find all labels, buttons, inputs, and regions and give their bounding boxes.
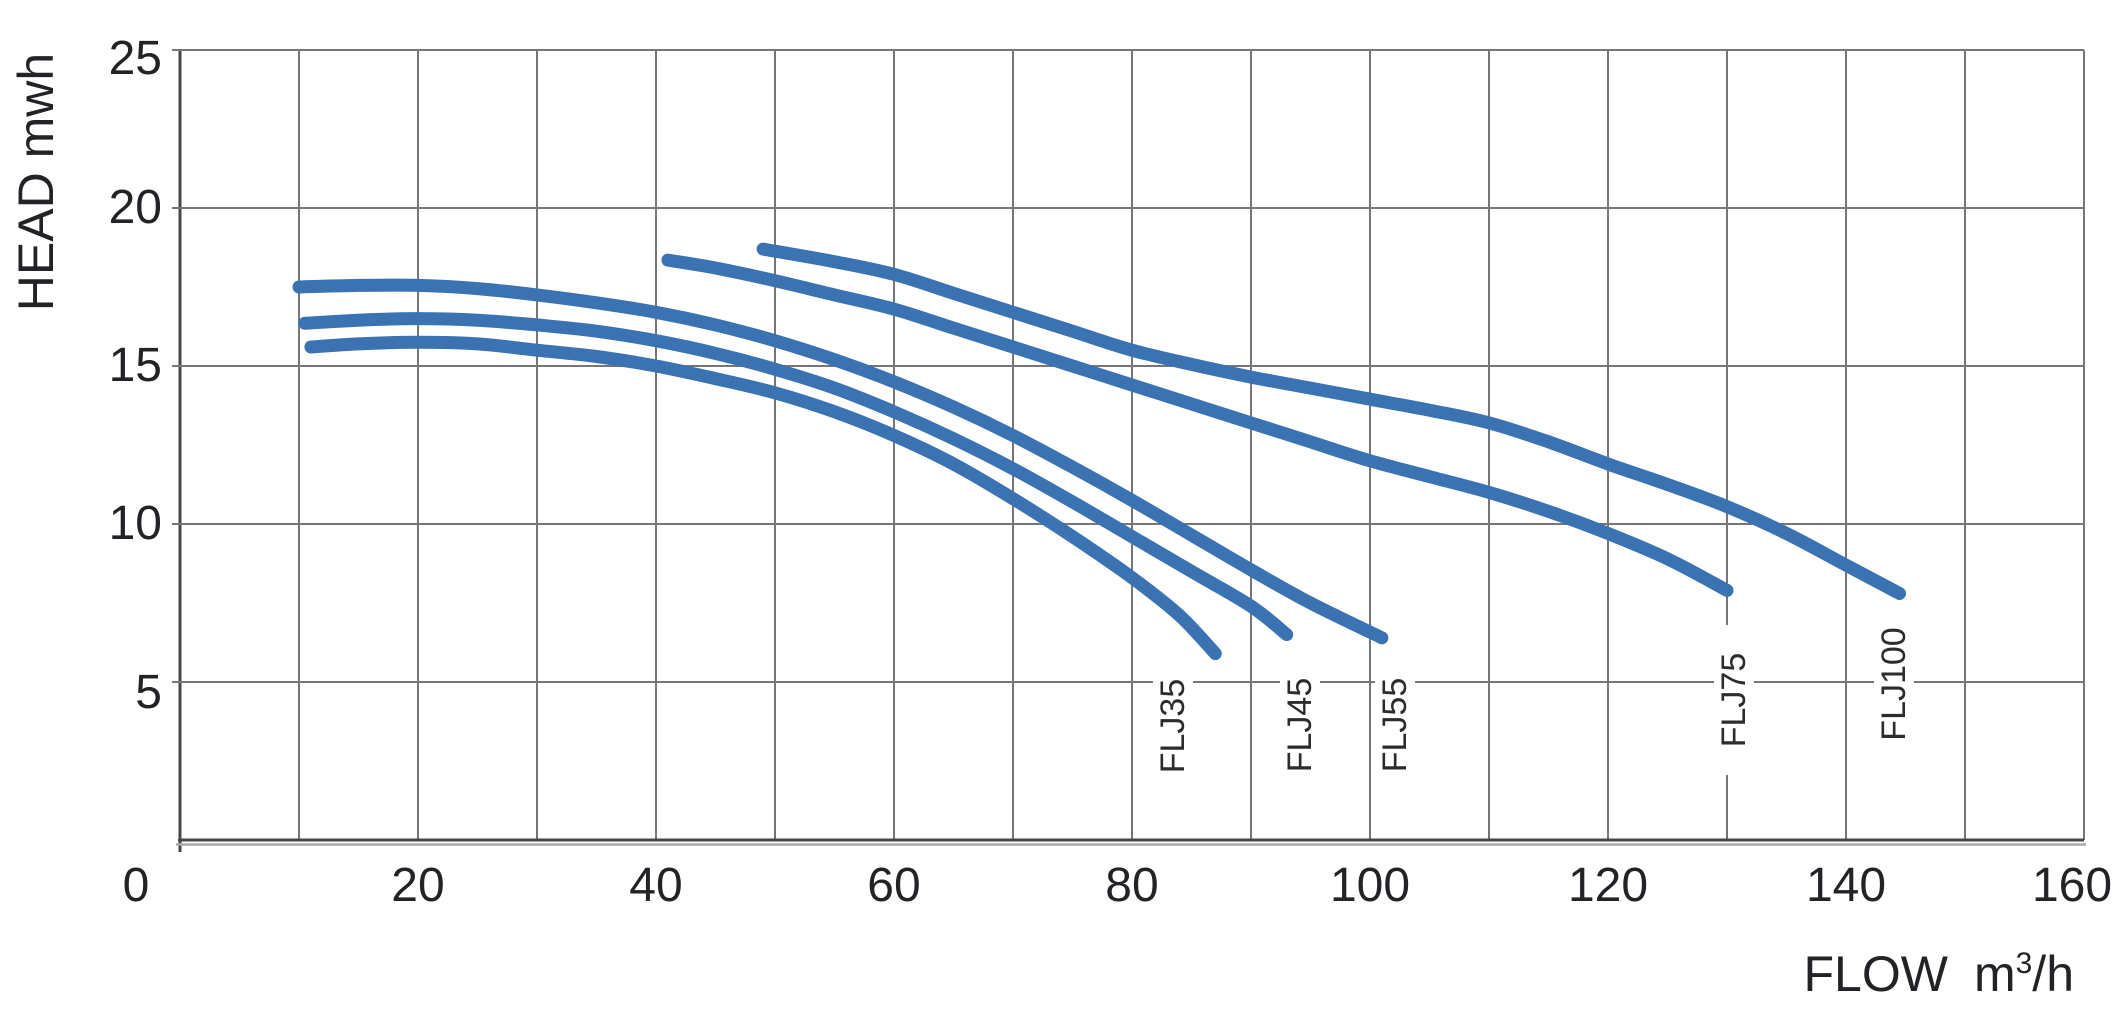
curve-flj45 [298, 312, 1294, 642]
x-tick-40: 40 [629, 859, 683, 912]
y-tick-10: 10 [108, 497, 162, 550]
x-tick-60: 60 [867, 859, 921, 912]
x-axis-unit-exponent: 3 [2015, 947, 2033, 980]
x-axis-title-word: FLOW [1803, 946, 1948, 1002]
curve-label-flj45: FLJ45 [1280, 650, 1320, 800]
curve-label-flj35: FLJ35 [1153, 651, 1193, 801]
x-axis-unit-tail: /h [2032, 946, 2074, 1002]
y-tick-20: 20 [108, 181, 162, 234]
y-tick-15: 15 [108, 339, 162, 392]
x-tick-20: 20 [391, 859, 445, 912]
curve-label-flj75: FLJ75 [1714, 625, 1754, 775]
curve-flj100 [756, 242, 1906, 600]
x-tick-100: 100 [1329, 859, 1411, 912]
x-tick-140: 140 [1805, 859, 1887, 912]
y-tick-25: 25 [108, 32, 162, 85]
curve-flj35 [304, 335, 1222, 661]
x-tick-80: 80 [1105, 859, 1159, 912]
curve-label-flj100: FLJ100 [1874, 609, 1914, 759]
x-tick-120: 120 [1567, 859, 1649, 912]
x-tick-0: 0 [122, 859, 150, 912]
curve-flj75 [661, 253, 1734, 597]
x-axis-title: FLOW m3/h [1654, 944, 2074, 1004]
x-tick-160: 160 [2031, 859, 2113, 912]
y-tick-5: 5 [135, 666, 162, 719]
curve-flj55 [292, 278, 1389, 645]
x-axis-unit-base: m [1973, 946, 2016, 1002]
curve-label-flj55: FLJ55 [1375, 650, 1415, 800]
